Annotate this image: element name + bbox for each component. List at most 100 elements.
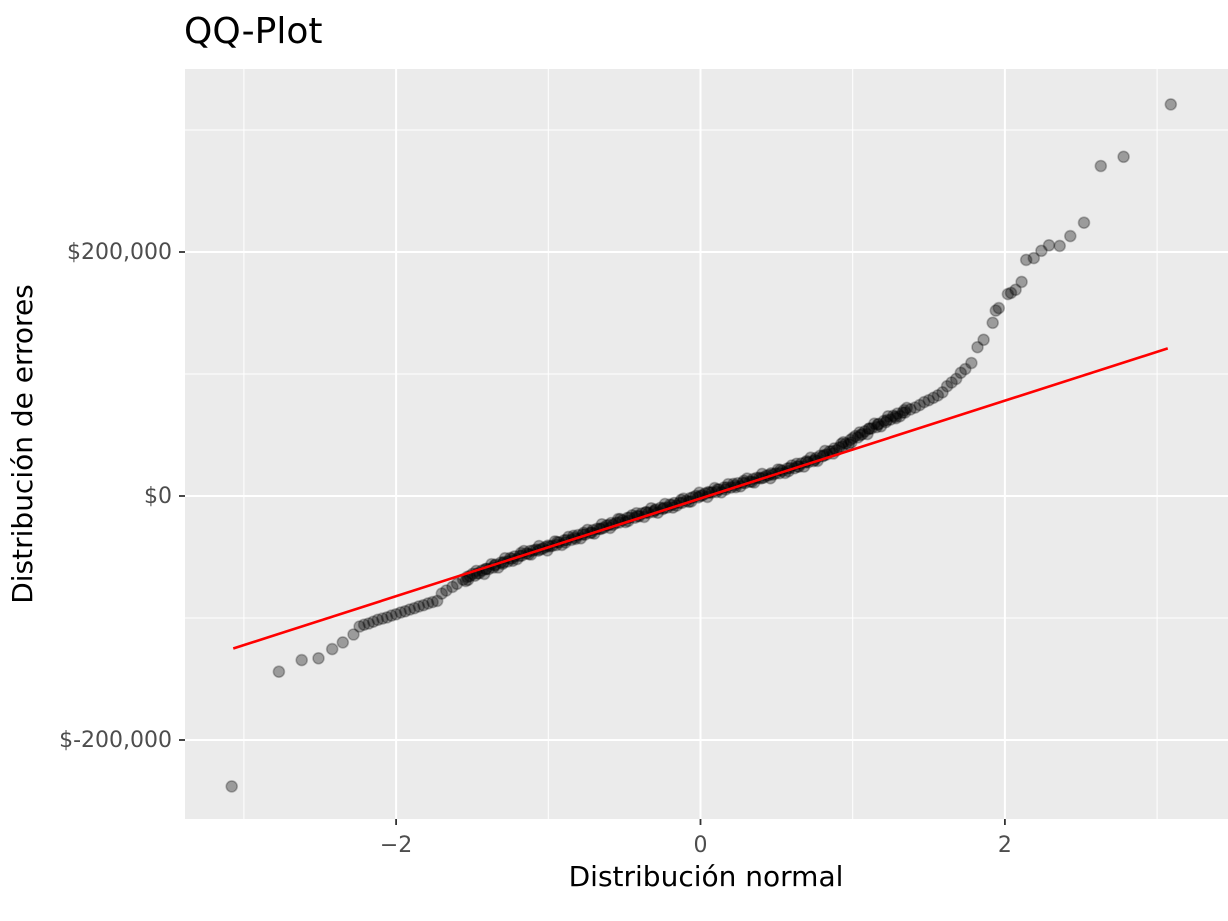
qq-point <box>844 436 858 449</box>
qq-point <box>958 362 972 376</box>
y-tick-label: $0 <box>144 484 172 509</box>
y-tick-label: $200,000 <box>67 240 172 265</box>
qq-point <box>398 604 412 618</box>
qq-point <box>844 433 857 447</box>
x-tick-label: −2 <box>380 833 412 858</box>
qq-point <box>403 603 417 616</box>
qq-point <box>870 420 884 434</box>
qq-point <box>325 642 339 656</box>
x-axis-title: Distribución normal <box>569 860 844 893</box>
qq-point <box>862 422 876 436</box>
x-tick-labels: −2 0 2 <box>380 833 1012 858</box>
qq-point <box>394 606 408 619</box>
qq-point <box>1094 159 1108 173</box>
qq-point <box>353 620 366 633</box>
qq-point <box>936 385 949 399</box>
qq-point <box>417 598 430 612</box>
gridlines-minor <box>185 69 1228 863</box>
qq-point <box>908 401 922 414</box>
qq-point <box>380 611 394 624</box>
qq-point <box>849 429 862 443</box>
qq-point <box>871 418 885 431</box>
qq-point <box>439 584 453 597</box>
qq-point <box>435 587 449 600</box>
qq-point <box>446 580 459 594</box>
qq-point <box>272 665 286 679</box>
qq-point <box>1027 251 1041 265</box>
qq-point <box>896 406 910 419</box>
qq-point <box>362 617 376 630</box>
qq-point <box>884 413 897 426</box>
qq-point <box>426 595 439 609</box>
y-axis-title: Distribución de errores <box>6 284 39 604</box>
qq-point <box>977 333 990 347</box>
qq-point <box>225 780 238 793</box>
qq-point <box>371 613 385 627</box>
qq-point <box>1035 244 1048 258</box>
qq-point <box>917 395 931 409</box>
qq-point <box>898 406 912 419</box>
qq-point <box>897 403 911 417</box>
qq-point <box>881 409 895 423</box>
qq-point <box>900 401 914 415</box>
qq-point <box>954 366 968 380</box>
qq-point <box>839 437 853 450</box>
qq-point <box>986 316 1000 330</box>
qq-point <box>1164 98 1178 111</box>
qq-point <box>1064 229 1077 243</box>
qq-point <box>1004 286 1018 300</box>
qq-point <box>992 301 1006 315</box>
qq-point <box>818 444 832 458</box>
qq-point <box>1053 239 1066 253</box>
qq-point <box>421 597 435 610</box>
y-tick-labels: $200,000 $0 $-200,000 <box>59 240 172 753</box>
chart-title: QQ-Plot <box>184 11 323 52</box>
qq-point <box>880 413 894 427</box>
qq-point <box>295 653 309 667</box>
qq-point <box>874 419 888 433</box>
qq-point <box>889 411 903 425</box>
qq-point <box>459 574 473 588</box>
qq-point <box>347 628 360 641</box>
qq-point <box>1117 150 1130 164</box>
qq-point <box>357 618 371 632</box>
qq-point <box>450 577 464 591</box>
qq-point <box>855 427 869 441</box>
axis-tick-marks <box>179 251 1006 825</box>
qq-point <box>389 607 403 621</box>
qq-point <box>877 414 891 428</box>
qq-point <box>893 409 907 423</box>
qq-point <box>861 427 874 441</box>
qq-point <box>846 431 860 445</box>
x-tick-label: 2 <box>998 833 1012 858</box>
qq-point <box>854 428 867 442</box>
qq-point <box>886 409 900 423</box>
qq-point <box>888 410 902 424</box>
qq-point <box>863 422 876 435</box>
qq-point <box>858 424 872 438</box>
qq-point <box>945 376 958 389</box>
qq-point <box>1015 275 1028 289</box>
qq-point <box>865 422 878 435</box>
qq-point <box>1009 283 1022 297</box>
qq-point <box>1001 287 1015 301</box>
qq-point <box>385 609 398 622</box>
qq-point <box>1077 216 1091 229</box>
qq-point <box>922 393 936 407</box>
qq-point <box>949 372 963 386</box>
plot-panel <box>185 69 1228 819</box>
qq-point <box>879 415 893 429</box>
qq-point <box>366 615 380 629</box>
qq-point <box>827 442 841 455</box>
qq-point <box>927 391 940 405</box>
qq-point <box>872 417 886 431</box>
qq-point <box>837 435 850 449</box>
qq-point <box>931 389 945 402</box>
qq-point <box>336 636 350 649</box>
qq-point <box>853 426 866 439</box>
y-tick-label: $-200,000 <box>59 728 172 753</box>
qq-point <box>904 403 917 416</box>
x-tick-label: 0 <box>694 833 708 858</box>
